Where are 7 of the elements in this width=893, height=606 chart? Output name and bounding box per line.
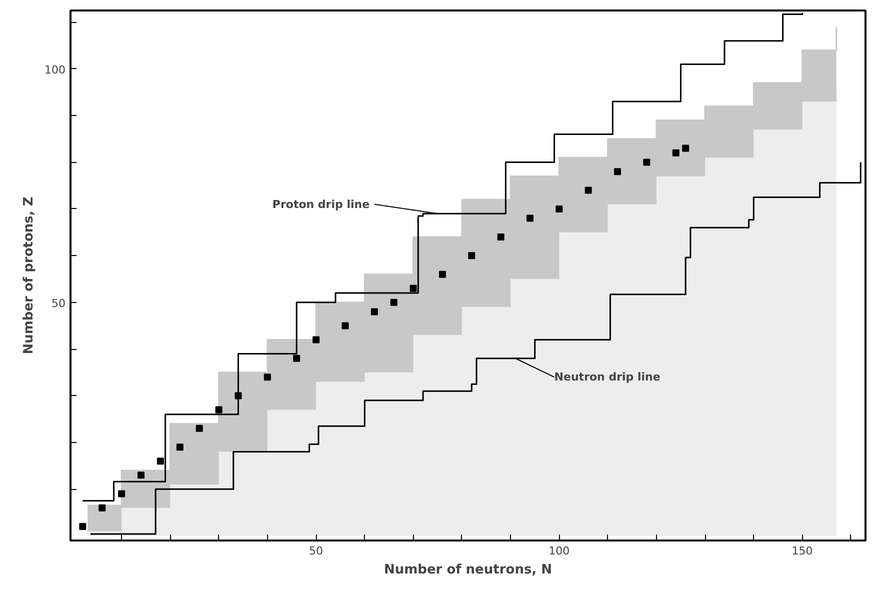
x-tick-label: 50 [309, 544, 324, 558]
x-tick-label: 150 [792, 544, 813, 558]
x-axis-title: Number of neutrons, N [384, 562, 552, 578]
x-tick-label: 100 [548, 544, 570, 558]
annotation: Proton drip line [272, 198, 370, 211]
annotation: Neutron drip line [554, 370, 660, 384]
y-axis-title: Number of protons, Z [22, 196, 37, 354]
